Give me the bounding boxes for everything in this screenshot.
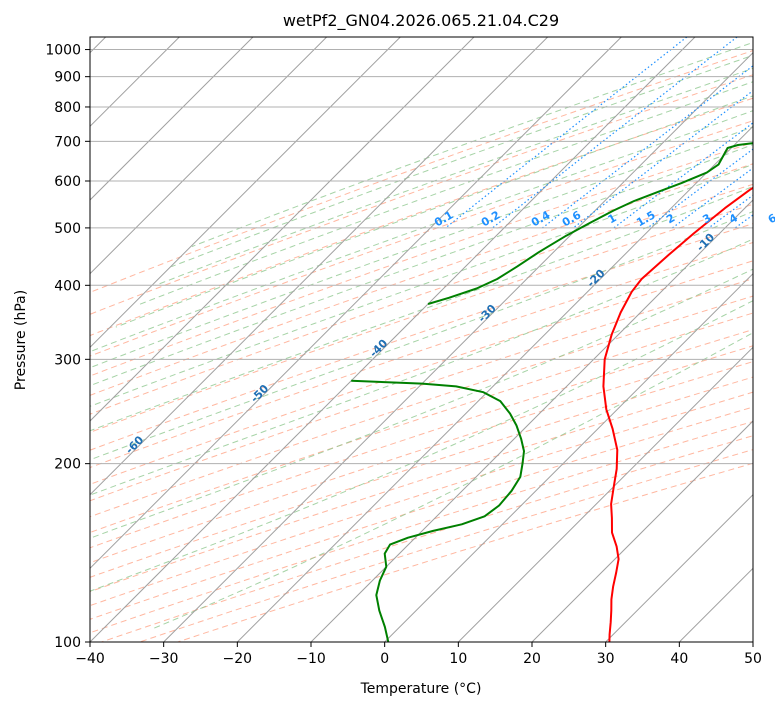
x-tick-label: −30 [149, 651, 179, 667]
dewpoint-profile-line [351, 379, 525, 642]
y-tick-label: 300 [54, 352, 81, 368]
chart-title: wetPf2_GN04.2026.065.21.04.C29 [283, 11, 559, 31]
x-tick-label: 40 [670, 651, 688, 667]
y-tick-label: 100 [54, 635, 81, 651]
dry-adiabat-line [90, 50, 753, 293]
moist-adiabat-line [91, 110, 753, 352]
dry-adiabat-line [139, 449, 753, 642]
pressure-gridlines [90, 49, 753, 642]
plot-frame [89, 36, 754, 643]
isotherm-line [310, 199, 753, 642]
moist-adiabat-line [115, 95, 753, 328]
y-axis-title: Pressure (hPa) [13, 290, 29, 390]
isotherm-line [531, 420, 753, 642]
y-tick-label: 600 [54, 174, 81, 190]
dry-adiabat-line [90, 329, 753, 549]
y-tick-label: 200 [54, 457, 81, 473]
dry-adiabat-line [90, 361, 753, 578]
y-tick-label: 1000 [45, 43, 81, 59]
isotherm-line [90, 37, 696, 642]
x-tick-label: 10 [449, 651, 467, 667]
dry-adiabat-line [90, 142, 753, 377]
background-lines [90, 37, 753, 642]
moist-adiabat-line [90, 210, 753, 461]
dewpoint-profile-line [427, 142, 753, 305]
dry-adiabat-line [90, 120, 753, 357]
isotherm-line [90, 37, 549, 496]
moist-adiabat-line [90, 163, 753, 407]
x-tick-label: −20 [223, 651, 253, 667]
isotherm-line [163, 51, 753, 642]
isotherm-line [384, 272, 753, 642]
moist-adiabat-line [90, 144, 753, 387]
isotherm-line [236, 125, 753, 642]
dry-adiabat-line [90, 163, 753, 396]
x-tick-label: 30 [597, 651, 615, 667]
x-tick-label: −40 [75, 651, 105, 667]
y-tick-label: 500 [54, 221, 81, 237]
mixing-ratio-line [542, 65, 753, 229]
moist-adiabat-line [90, 126, 753, 369]
y-tick-label: 400 [54, 278, 81, 294]
isotherm-line [90, 37, 475, 422]
isotherm-line [90, 37, 254, 201]
y-tick-label: 700 [54, 134, 81, 150]
mixing-ratio-line [492, 37, 738, 229]
y-tick-label: 800 [54, 100, 81, 116]
isotherm-line [605, 493, 753, 642]
isotherm-line [90, 37, 328, 275]
mixing-ratio-line [672, 167, 753, 229]
temperature-profile-line [602, 186, 753, 642]
profile-lines [351, 142, 753, 642]
y-axis: 1000 900 800 700 600 500 400 300 200 100 [45, 43, 90, 651]
x-axis-title: Temperature (°C) [360, 681, 482, 697]
isotherm-line [90, 37, 622, 570]
moist-adiabat-line [191, 41, 753, 248]
mixing-ratio-line [572, 89, 753, 229]
x-tick-label: 20 [523, 651, 541, 667]
moist-adiabat-line [90, 268, 753, 539]
dry-adiabat-line [101, 435, 753, 642]
dry-adiabat-line [90, 183, 753, 415]
dry-adiabat-line [177, 462, 753, 642]
x-tick-label: 0 [380, 651, 389, 667]
y-tick-label: 900 [54, 70, 81, 86]
isotherm-line [457, 346, 753, 642]
moist-adiabat-line [90, 300, 753, 592]
mixing-ratio-label: 6 [766, 211, 775, 226]
x-axis: −40 −30 −20 −10 0 10 20 30 40 50 [75, 642, 762, 667]
dry-adiabat-line [90, 97, 753, 337]
x-tick-label: −10 [296, 651, 326, 667]
dry-adiabat-line [90, 345, 753, 564]
isotherm-line [90, 37, 401, 349]
x-tick-label: 50 [744, 651, 762, 667]
moist-adiabat-line [171, 54, 753, 268]
